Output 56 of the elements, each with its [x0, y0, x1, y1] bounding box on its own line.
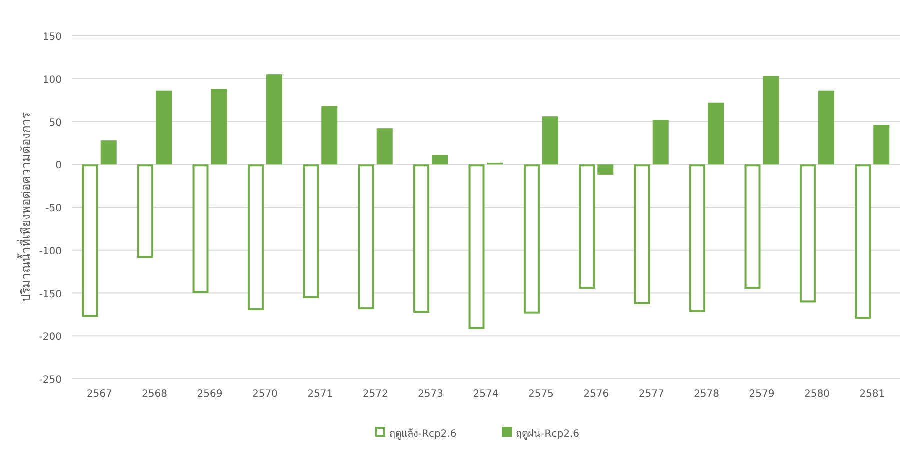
y-tick-label: -250	[39, 375, 62, 386]
x-tick-label: 2580	[804, 389, 830, 400]
x-tick-label: 2576	[584, 389, 610, 400]
x-tick-label: 2575	[528, 389, 554, 400]
x-tick-label: 2578	[694, 389, 720, 400]
bar	[690, 164, 706, 312]
bar	[138, 164, 154, 258]
y-tick-label: -150	[39, 289, 62, 300]
bar	[266, 74, 282, 165]
x-tick-label: 2568	[142, 389, 168, 400]
bar	[156, 90, 172, 165]
bar	[192, 164, 209, 294]
bar	[322, 106, 338, 165]
bar	[414, 164, 430, 313]
bar	[82, 164, 98, 318]
bar	[524, 164, 540, 314]
y-tick-label: 150	[42, 32, 62, 43]
bar	[763, 76, 780, 165]
x-tick-label: 2573	[418, 389, 444, 400]
y-axis-title: ปริมาณน้ำที่เพียงพอต่อความต้องการ	[17, 112, 33, 302]
y-tick-label: -200	[39, 332, 62, 344]
bar	[248, 164, 264, 310]
x-tick-label: 2570	[252, 389, 278, 400]
bar	[598, 164, 614, 175]
y-tick-label: 0	[56, 160, 62, 172]
x-tick-label: 2567	[86, 389, 112, 400]
bar	[303, 164, 320, 298]
legend-label: ฤดูแล้ง-Rcp2.6	[389, 428, 457, 440]
y-tick-label: 50	[49, 118, 62, 129]
bar	[211, 89, 228, 165]
y-tick-label: 100	[42, 74, 62, 86]
bar	[855, 164, 872, 319]
x-tick-label: 2572	[362, 389, 388, 400]
bar	[542, 116, 558, 165]
bar	[874, 125, 890, 165]
x-tick-label: 2571	[308, 389, 334, 400]
bar	[708, 102, 724, 165]
bar	[744, 164, 761, 289]
bar	[100, 140, 117, 165]
bar	[376, 128, 393, 165]
x-tick-label: 2577	[638, 389, 664, 400]
x-tick-label: 2569	[197, 389, 223, 400]
bar	[579, 164, 596, 289]
bar	[468, 164, 485, 330]
bar	[800, 164, 816, 303]
bar	[432, 155, 448, 165]
x-tick-label: 2579	[749, 389, 775, 400]
bar	[634, 164, 650, 304]
bar	[818, 90, 834, 165]
y-tick-label: -50	[46, 204, 62, 214]
y-tick-label: -100	[39, 246, 62, 258]
bar	[652, 120, 669, 165]
x-tick-label: 2574	[473, 389, 499, 400]
legend-label: ฤดูฝน-Rcp2.6	[516, 429, 580, 440]
bar	[358, 164, 374, 310]
x-tick-label: 2581	[860, 389, 886, 400]
